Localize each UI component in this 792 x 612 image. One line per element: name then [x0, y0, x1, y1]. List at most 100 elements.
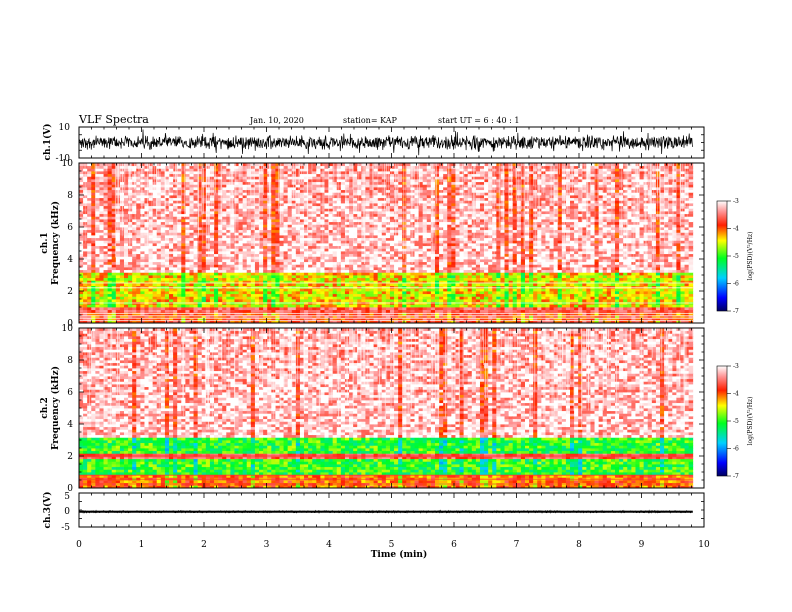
spectrogram-cell: [373, 283, 379, 287]
spectrogram-cell: [87, 299, 92, 303]
spectrogram-cell: [394, 272, 399, 276]
spectrogram-cell: [410, 253, 415, 257]
spectrogram-cell: [394, 320, 399, 324]
spectrogram-cell: [271, 320, 276, 324]
spectrogram-cell: [148, 221, 154, 225]
spectrogram-cell: [365, 187, 370, 191]
spectrogram-cell: [132, 269, 137, 273]
spectrogram-cell: [414, 227, 420, 231]
spectrogram-cell: [169, 272, 174, 276]
spectrogram-cell: [365, 168, 370, 172]
spectrogram-cell: [111, 285, 117, 289]
spectrogram-cell: [389, 208, 395, 212]
spectrogram-cell: [381, 293, 387, 297]
spectrogram-cell: [304, 197, 309, 201]
spectrogram-cell: [111, 312, 117, 316]
spectrogram-cell: [332, 232, 338, 236]
spectrogram-cell: [414, 213, 420, 217]
spectrogram-cell: [214, 176, 219, 180]
spectrogram-cell: [304, 267, 309, 271]
spectrogram-cell: [320, 299, 325, 303]
spectrogram-cell: [283, 243, 289, 247]
spectrogram-cell: [304, 187, 309, 191]
spectrogram-cell: [205, 240, 211, 244]
spectrogram-cell: [83, 248, 88, 252]
spectrogram-cell: [103, 285, 109, 289]
spectrogram-cell: [189, 176, 194, 180]
spectrogram-cell: [353, 280, 358, 284]
spectrogram-cell: [295, 320, 301, 324]
spectrogram-cell: [377, 189, 383, 193]
spectrogram-cell: [398, 203, 403, 207]
spectrogram-cell: [316, 248, 321, 252]
spectrogram-cell: [218, 192, 223, 196]
spectrogram-cell: [128, 312, 133, 316]
spectrogram-cell: [353, 243, 358, 247]
spectrogram-cell: [242, 240, 248, 244]
spectrogram-cell: [185, 237, 190, 241]
spectrogram-cell: [295, 277, 301, 281]
spectrogram-cell: [308, 285, 313, 289]
spectrogram-cell: [377, 163, 383, 167]
spectrogram-cell: [107, 192, 113, 196]
spectrogram-cell: [271, 251, 276, 255]
spectrogram-cell: [189, 221, 194, 225]
spectrogram-cell: [152, 211, 158, 215]
spectrogram-cell: [115, 280, 121, 284]
spectrogram-cell: [353, 259, 358, 263]
spectrogram-cell: [394, 219, 399, 223]
spectrogram-cell: [226, 259, 231, 263]
spectrogram-cell: [222, 315, 227, 319]
spectrogram-cell: [279, 285, 284, 289]
spectrogram-cell: [279, 293, 284, 297]
spectrogram-cell: [398, 296, 403, 300]
spectrogram-cell: [385, 195, 391, 199]
spectrogram-cell: [283, 299, 289, 303]
spectrogram-cell: [218, 261, 223, 265]
spectrogram-cell: [373, 317, 379, 321]
spectrogram-cell: [312, 232, 317, 236]
spectrogram-cell: [214, 224, 219, 228]
spectrogram-cell: [291, 248, 297, 252]
spectrogram-cell: [148, 296, 154, 300]
spectrogram-cell: [242, 224, 248, 228]
spectrogram-cell: [136, 240, 141, 244]
spectrogram-cell: [259, 187, 264, 191]
spectrogram-cell: [87, 280, 92, 284]
spectrogram-cell: [279, 275, 284, 279]
spectrogram-cell: [160, 240, 166, 244]
spectrogram-cell: [402, 267, 407, 271]
spectrogram-cell: [406, 243, 411, 247]
spectrogram-cell: [234, 192, 239, 196]
spectrogram-cell: [398, 224, 403, 228]
spectrogram-cell: [316, 181, 321, 185]
spectrogram-cell: [398, 200, 403, 204]
spectrogram-cell: [312, 256, 317, 260]
spectrogram-cell: [226, 315, 231, 319]
spectrogram-cell: [406, 192, 411, 196]
spectrogram-cell: [222, 216, 227, 220]
spectrogram-cell: [283, 171, 289, 175]
spectrogram-cell: [369, 296, 374, 300]
spectrogram-cell: [414, 200, 420, 204]
spectrogram-cell: [226, 229, 231, 233]
spectrogram-cell: [111, 221, 117, 225]
spectrogram-cell: [250, 296, 256, 300]
spectrogram-cell: [381, 229, 387, 233]
spectrogram-cell: [254, 216, 260, 220]
spectrogram-cell: [410, 248, 415, 252]
spectrogram-cell: [394, 264, 399, 268]
spectrogram-cell: [91, 229, 96, 233]
spectrogram-cell: [332, 235, 338, 239]
spectrogram-cell: [332, 275, 338, 279]
spectrogram-cell: [275, 165, 280, 169]
spectrogram-cell: [164, 227, 170, 231]
spectrogram-cell: [234, 307, 239, 311]
spectrogram-cell: [406, 237, 411, 241]
spectrogram-cell: [246, 309, 252, 313]
spectrogram-cell: [353, 168, 358, 172]
spectrogram-cell: [144, 213, 149, 217]
spectrogram-cell: [271, 243, 276, 247]
spectrogram-cell: [214, 280, 219, 284]
spectrogram-cell: [160, 221, 166, 225]
